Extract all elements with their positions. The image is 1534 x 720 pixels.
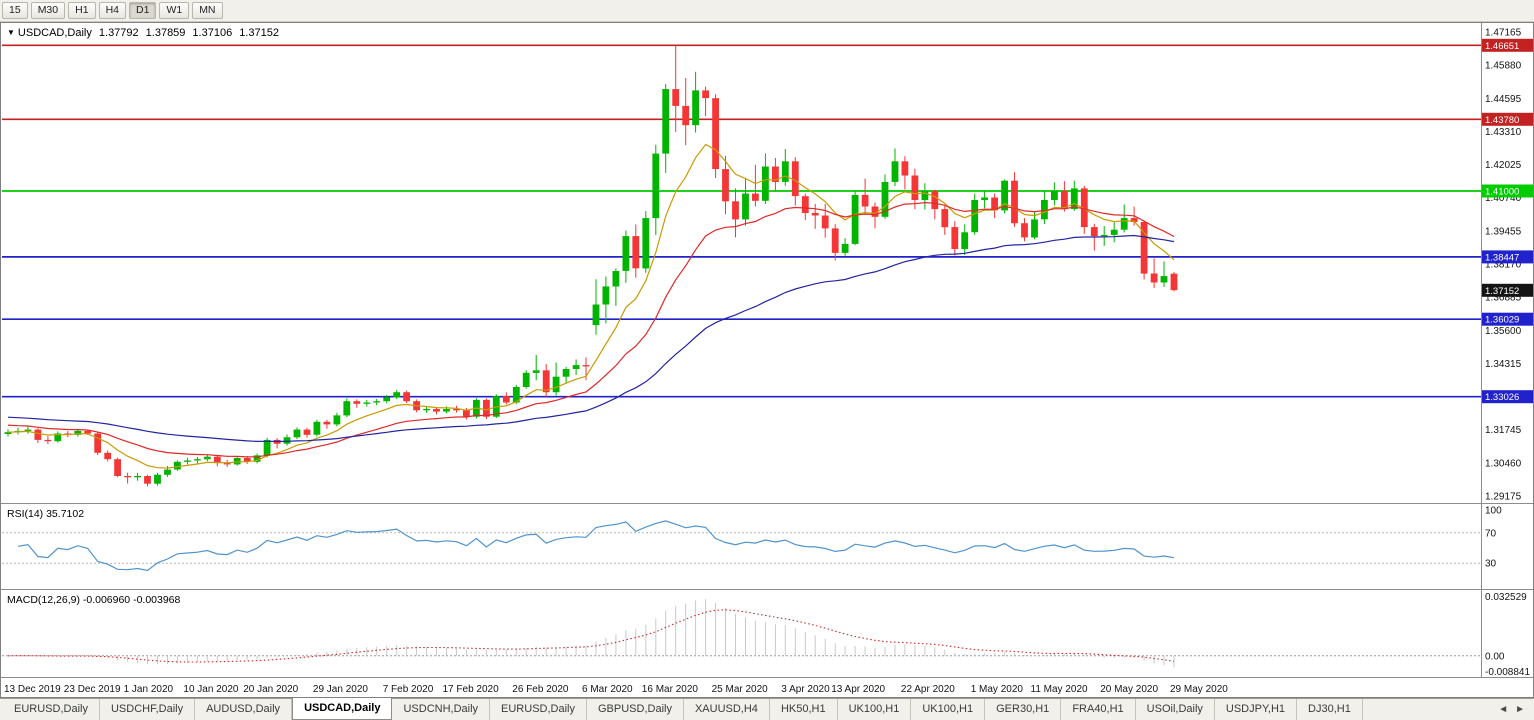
svg-text:10 Jan 2020: 10 Jan 2020 (183, 684, 238, 695)
chart-tab-usoil-daily[interactable]: USOil,Daily (1136, 699, 1215, 720)
chart-tab-uk100-h1[interactable]: UK100,H1 (838, 699, 912, 720)
svg-text:1.43310: 1.43310 (1485, 127, 1522, 138)
svg-text:13 Apr 2020: 13 Apr 2020 (831, 684, 885, 695)
svg-text:25 Mar 2020: 25 Mar 2020 (712, 684, 769, 695)
svg-text:1.29175: 1.29175 (1485, 492, 1522, 503)
chart-tab-eurusd-daily[interactable]: EURUSD,Daily (3, 699, 100, 720)
svg-text:29 May 2020: 29 May 2020 (1170, 684, 1228, 695)
candlestick-chart[interactable]: 1.47165 1.45880 1.44595 1.43310 1.42025 1.407… (0, 22, 1534, 698)
timeframe-toolbar: 15 M30 H1 H4 D1 W1 MN (0, 0, 1534, 22)
chart-tab-hk50-h1[interactable]: HK50,H1 (770, 699, 838, 720)
rsi-pane[interactable] (2, 505, 1480, 588)
svg-text:23 Dec 2019: 23 Dec 2019 (64, 684, 121, 695)
svg-text:17 Feb 2020: 17 Feb 2020 (443, 684, 500, 695)
svg-text:1.45880: 1.45880 (1485, 61, 1522, 72)
timeframe-button-mn[interactable]: MN (192, 2, 223, 19)
svg-text:30: 30 (1485, 559, 1497, 570)
chart-tab-gbpusd-daily[interactable]: GBPUSD,Daily (587, 699, 684, 720)
timeframe-button-w1[interactable]: W1 (159, 2, 190, 19)
tab-scroll-arrows: ◄ ► (1498, 699, 1534, 720)
svg-text:100: 100 (1485, 506, 1502, 517)
svg-text:22 Apr 2020: 22 Apr 2020 (901, 684, 955, 695)
timeframe-button-d1[interactable]: D1 (129, 2, 157, 19)
macd-indicator-label: MACD(12,26,9) -0.006960 -0.003968 (7, 594, 181, 606)
chart-tab-usdjpy-h1[interactable]: USDJPY,H1 (1215, 699, 1298, 720)
svg-text:13 Dec 2019: 13 Dec 2019 (4, 684, 61, 695)
svg-text:1.39455: 1.39455 (1485, 226, 1522, 237)
svg-text:1.36029: 1.36029 (1485, 315, 1519, 326)
svg-text:1.44595: 1.44595 (1485, 94, 1522, 105)
svg-text:1 May 2020: 1 May 2020 (971, 684, 1024, 695)
chart-tab-usdcnh-daily[interactable]: USDCNH,Daily (392, 699, 491, 720)
svg-text:29 Jan 2020: 29 Jan 2020 (313, 684, 368, 695)
svg-text:1.43780: 1.43780 (1485, 115, 1519, 126)
time-axis[interactable] (2, 678, 1480, 698)
price-pane[interactable] (2, 24, 1480, 502)
chart-tab-usdcad-daily[interactable]: USDCAD,Daily (292, 698, 393, 720)
chart-title: ▼ USDCAD,Daily 1.37792 1.37859 1.37106 1.3715… (7, 27, 279, 39)
svg-text:-0.008841: -0.008841 (1485, 667, 1530, 678)
svg-text:1.35600: 1.35600 (1485, 326, 1522, 337)
timeframe-button-h1[interactable]: H1 (68, 2, 96, 19)
chart-tab-fra40-h1[interactable]: FRA40,H1 (1061, 699, 1136, 720)
svg-text:1.31745: 1.31745 (1485, 425, 1522, 436)
ohlc-low: 1.37106 (192, 27, 233, 39)
chart-tab-uk100-h1[interactable]: UK100,H1 (911, 699, 986, 720)
svg-text:16 Mar 2020: 16 Mar 2020 (642, 684, 699, 695)
svg-text:7 Feb 2020: 7 Feb 2020 (383, 684, 434, 695)
svg-text:1.47165: 1.47165 (1485, 28, 1522, 39)
tabs-scroll-right-icon[interactable]: ► (1515, 704, 1525, 715)
macd-pane[interactable] (2, 591, 1480, 676)
chart-tab-xauusd-h4[interactable]: XAUUSD,H4 (684, 699, 770, 720)
chart-tab-dj30-h1[interactable]: DJ30,H1 (1297, 699, 1363, 720)
svg-text:1.38447: 1.38447 (1485, 252, 1519, 263)
ohlc-open: 1.37792 (98, 27, 139, 39)
svg-text:1.40740: 1.40740 (1485, 193, 1522, 204)
svg-text:6 Mar 2020: 6 Mar 2020 (582, 684, 633, 695)
svg-text:20 Jan 2020: 20 Jan 2020 (243, 684, 298, 695)
ohlc-close: 1.37152 (239, 27, 279, 39)
svg-text:1.33026: 1.33026 (1485, 392, 1519, 403)
timeframe-button-15[interactable]: 15 (2, 2, 28, 19)
chart-tab-ger30-h1[interactable]: GER30,H1 (985, 699, 1062, 720)
chart-window[interactable]: 1.47165 1.45880 1.44595 1.43310 1.42025 1.407… (0, 22, 1534, 698)
chart-tabs: EURUSD,Daily USDCHF,Daily AUDUSD,Daily USDC… (3, 698, 1363, 720)
symbol-name: USDCAD,Daily (17, 27, 92, 39)
chart-tab-bar: EURUSD,Daily USDCHF,Daily AUDUSD,Daily USDC… (0, 698, 1534, 720)
rsi-indicator-label: RSI(14) 35.7102 (7, 508, 85, 520)
svg-text:1.30460: 1.30460 (1485, 458, 1522, 469)
chart-tab-usdchf-daily[interactable]: USDCHF,Daily (100, 699, 196, 720)
svg-text:3 Apr 2020: 3 Apr 2020 (781, 684, 830, 695)
svg-text:1.34315: 1.34315 (1485, 359, 1522, 370)
svg-text:0.032529: 0.032529 (1485, 592, 1527, 603)
svg-text:11 May 2020: 11 May 2020 (1031, 684, 1089, 695)
chart-tab-eurusd-daily[interactable]: EURUSD,Daily (490, 699, 587, 720)
svg-text:20 May 2020: 20 May 2020 (1100, 684, 1158, 695)
svg-text:1.37152: 1.37152 (1485, 286, 1519, 297)
svg-text:1 Jan 2020: 1 Jan 2020 (124, 684, 174, 695)
chart-tab-audusd-daily[interactable]: AUDUSD,Daily (195, 699, 293, 720)
svg-text:1.46651: 1.46651 (1485, 41, 1519, 52)
svg-text:1.41000: 1.41000 (1485, 187, 1519, 198)
symbol-dropdown-icon[interactable]: ▼ (7, 28, 15, 37)
svg-text:1.36885: 1.36885 (1485, 293, 1522, 304)
timeframe-button-h4[interactable]: H4 (98, 2, 126, 19)
price-axis[interactable] (1482, 24, 1534, 677)
tabs-scroll-left-icon[interactable]: ◄ (1498, 704, 1509, 715)
ohlc-high: 1.37859 (145, 27, 186, 39)
svg-text:1.38170: 1.38170 (1485, 260, 1522, 271)
svg-text:26 Feb 2020: 26 Feb 2020 (512, 684, 569, 695)
svg-text:70: 70 (1485, 528, 1497, 539)
svg-text:1.42025: 1.42025 (1485, 160, 1522, 171)
timeframe-button-m30[interactable]: M30 (30, 2, 66, 19)
svg-text:0.00: 0.00 (1485, 651, 1505, 662)
